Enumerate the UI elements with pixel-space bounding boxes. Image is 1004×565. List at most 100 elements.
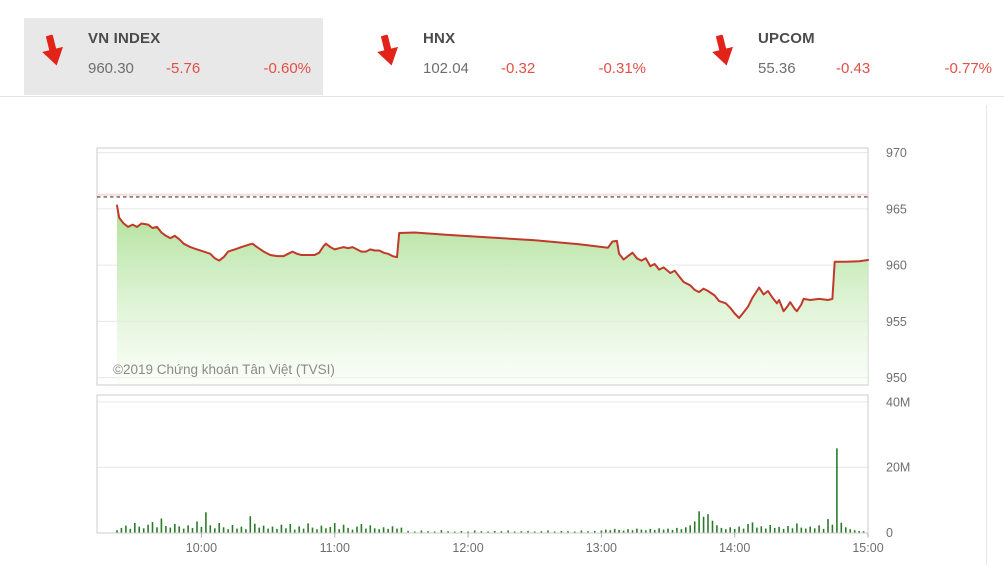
volume-bar [742, 528, 745, 533]
volume-bar [849, 529, 851, 533]
volume-bar [769, 525, 771, 533]
volume-bar [747, 524, 749, 533]
volume-bar [218, 523, 220, 533]
volume-bar [613, 528, 616, 533]
volume-bar [760, 526, 763, 533]
index-change-percent: -0.31% [598, 60, 646, 77]
volume-bar [649, 528, 652, 533]
price-axis-label: 960 [886, 259, 907, 273]
volume-bar [129, 528, 132, 533]
volume-bar [645, 530, 647, 533]
price-plot: 970 965 960 955 950 ©2019 Chứng khoán Tân Việ… [96, 146, 907, 386]
volume-bar [316, 529, 318, 533]
volume-bar [547, 530, 549, 533]
volume-bar [587, 531, 589, 533]
time-axis: 10:00 11:00 12:00 13:00 14:00 15:00 [186, 533, 884, 555]
volume-bar [298, 526, 300, 533]
volume-bar [280, 524, 283, 533]
index-value: 960.30 [88, 60, 134, 77]
index-tab-vnindex[interactable]: VN INDEX 960.30 -5.76 -0.60% [24, 18, 323, 95]
volume-bar [627, 529, 629, 533]
volume-bar [527, 530, 529, 533]
volume-bar [827, 519, 829, 533]
volume-bar [773, 527, 776, 533]
time-axis-label: 15:00 [852, 541, 883, 555]
volume-bar [333, 523, 336, 533]
volume-bar [413, 531, 416, 533]
volume-bar [427, 531, 429, 533]
volume-bar [382, 527, 385, 533]
volume-bar [222, 527, 225, 533]
volume-bar [593, 530, 596, 533]
volume-bar [573, 531, 576, 533]
volume-bar [178, 526, 180, 533]
volume-bar [258, 527, 260, 533]
volume-bar [845, 527, 847, 533]
volume-bar [165, 526, 167, 533]
volume-plot-border [96, 394, 869, 534]
volume-bar [169, 527, 172, 533]
volume-bar [600, 530, 603, 533]
volume-bar [778, 526, 780, 533]
volume-bar [351, 529, 354, 533]
volume-bar [831, 524, 834, 533]
volume-bar [302, 528, 305, 533]
volume-bar [249, 516, 252, 533]
volume-bar [667, 528, 669, 533]
watermark: ©2019 Chứng khoán Tân Việt (TVSI) [113, 362, 335, 377]
volume-bar [365, 528, 367, 533]
index-name: UPCOM [758, 30, 815, 47]
volume-bar [553, 531, 556, 533]
volume-bar [662, 529, 665, 533]
down-arrow-icon [42, 34, 64, 66]
volume-bar [116, 530, 118, 533]
volume-bar [205, 512, 207, 533]
volume-bar [254, 523, 256, 533]
volume-bar [685, 527, 687, 533]
volume-bar [200, 526, 203, 533]
volume-bar [533, 531, 536, 533]
index-tab-upcom[interactable]: UPCOM 55.36 -0.43 -0.77% [694, 18, 1004, 95]
price-axis-label: 950 [886, 371, 907, 385]
volume-bar [160, 518, 163, 533]
index-tab-hnx[interactable]: HNX 102.04 -0.32 -0.31% [359, 18, 658, 95]
volume-bar [540, 531, 543, 533]
volume-bar [276, 528, 278, 533]
volume-bar [720, 527, 723, 533]
volume-bar [245, 529, 247, 533]
volume-bar [738, 526, 740, 533]
price-axis-label: 955 [886, 315, 907, 329]
volume-bar [480, 531, 483, 533]
volume-bar [460, 530, 463, 533]
index-change-percent: -0.77% [944, 60, 992, 77]
volume-bar [378, 529, 380, 533]
volume-bar [791, 528, 794, 533]
volume-bar [125, 525, 127, 533]
volume-bar [467, 531, 469, 533]
time-axis-label: 14:00 [719, 541, 750, 555]
volume-bar [227, 529, 229, 533]
volume-bar [262, 525, 265, 533]
volume-bar [453, 531, 456, 533]
volume-bar [725, 529, 727, 533]
volume-bar [347, 527, 349, 533]
down-arrow-icon [712, 34, 734, 66]
volume-bar [236, 528, 238, 533]
volume-bar [813, 528, 816, 533]
volume-bar [293, 529, 296, 533]
time-axis-label: 12:00 [452, 541, 483, 555]
volume-bar [671, 529, 674, 533]
volume-bar [285, 528, 287, 533]
volume-bar [209, 525, 212, 533]
down-arrow-icon [377, 34, 399, 66]
volume-bar [391, 526, 394, 533]
volume-bar [707, 514, 709, 533]
volume-bar [267, 528, 269, 533]
volume-bar [447, 531, 449, 533]
volume-bar [609, 530, 612, 533]
volume-bar [138, 526, 140, 533]
volume-axis-label: 0 [886, 526, 893, 540]
volume-bar [782, 528, 785, 533]
volume-bar [493, 530, 496, 533]
volume-bar [473, 530, 476, 533]
